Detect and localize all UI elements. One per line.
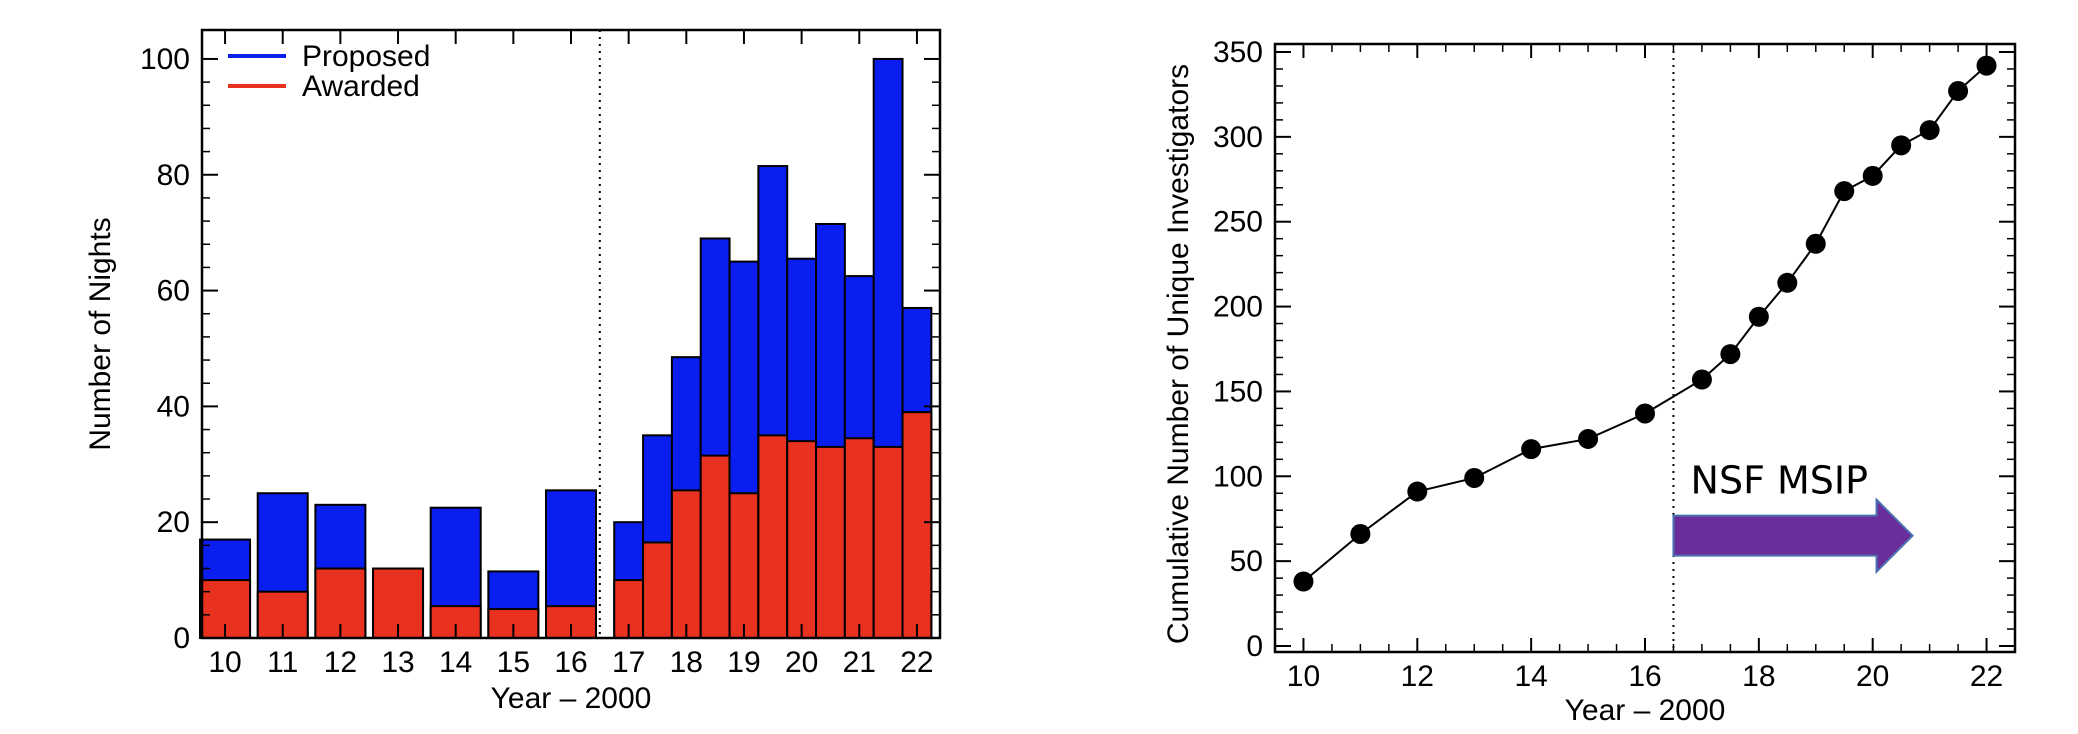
data-point xyxy=(1720,344,1741,365)
data-point xyxy=(1691,369,1712,390)
data-point xyxy=(1862,165,1883,186)
awarded-bar xyxy=(728,492,760,639)
legend-label-proposed: Proposed xyxy=(302,40,430,73)
y-axis-title: Cumulative Number of Unique Investigator… xyxy=(1162,64,1195,644)
data-point xyxy=(1891,135,1912,156)
data-point xyxy=(1805,233,1826,254)
y-tick-label: 40 xyxy=(157,390,190,423)
data-point xyxy=(1948,81,1969,102)
y-tick-label: 150 xyxy=(1213,375,1263,408)
annotation-label: NSF MSIP xyxy=(1691,458,1869,502)
awarded-bar xyxy=(699,454,731,639)
y-tick-label: 60 xyxy=(157,275,190,308)
y-tick-label: 100 xyxy=(1213,460,1263,493)
awarded-bar xyxy=(670,489,702,640)
y-tick-label: 350 xyxy=(1213,36,1263,69)
data-point xyxy=(1834,181,1855,202)
plot-frame xyxy=(1273,42,2017,654)
y-tick-label: 0 xyxy=(173,622,190,655)
data-point xyxy=(1293,571,1314,592)
data-point xyxy=(1748,306,1769,327)
y-tick-label: 250 xyxy=(1213,206,1263,239)
x-tick-label: 12 xyxy=(324,646,357,679)
x-tick-label: 18 xyxy=(1742,660,1775,693)
x-tick-label: 11 xyxy=(267,646,298,679)
x-tick-label: 18 xyxy=(670,646,703,679)
y-tick-label: 100 xyxy=(140,43,190,76)
series-line xyxy=(1302,64,1988,583)
y-tick-label: 0 xyxy=(1246,630,1263,663)
x-tick-label: 15 xyxy=(497,646,530,679)
x-tick-label: 17 xyxy=(612,646,645,679)
data-point xyxy=(1350,523,1371,544)
x-axis-title: Year – 2000 xyxy=(491,682,652,715)
y-axis-title: Number of Nights xyxy=(84,217,117,450)
data-point xyxy=(1919,120,1940,141)
x-tick-label: 20 xyxy=(1856,660,1889,693)
data-point xyxy=(1976,55,1997,76)
x-tick-label: 10 xyxy=(208,646,241,679)
legend-label-awarded: Awarded xyxy=(302,70,420,103)
awarded-bar xyxy=(757,434,789,640)
nights-bar-chart: 0 20 40 60 80 100 10 11 12 13 14 15 16 17 18 19 20 21 22 Ye… xyxy=(84,28,942,715)
x-tick-label: 21 xyxy=(843,646,876,679)
awarded-bar xyxy=(872,445,904,639)
investigators-line-chart: 0 50 100 150 200 250 300 350 10 12 14 16 18 20 22 Year … xyxy=(1162,36,2017,727)
x-tick-label: 13 xyxy=(381,646,414,679)
x-axis-title: Year – 2000 xyxy=(1565,694,1726,727)
data-point xyxy=(1464,467,1485,488)
awarded-bar xyxy=(642,541,673,640)
x-tick-label: 14 xyxy=(1514,660,1547,693)
awarded-bar xyxy=(901,411,933,639)
data-point xyxy=(1521,439,1542,460)
x-tick-label: 22 xyxy=(1970,660,2003,693)
msip-arrow xyxy=(1672,497,1914,575)
data-point xyxy=(1777,272,1798,293)
x-tick-label: 10 xyxy=(1287,660,1320,693)
x-tick-label: 20 xyxy=(785,646,818,679)
y-tick-label: 200 xyxy=(1213,291,1263,324)
y-tick-label: 50 xyxy=(1230,545,1263,578)
y-tick-label: 300 xyxy=(1213,121,1263,154)
awarded-bar xyxy=(786,440,818,639)
data-point xyxy=(1407,481,1428,502)
x-tick-label: 16 xyxy=(554,646,587,679)
x-tick-label: 12 xyxy=(1401,660,1434,693)
x-tick-label: 16 xyxy=(1628,660,1661,693)
x-tick-label: 14 xyxy=(439,646,472,679)
y-tick-label: 20 xyxy=(157,506,190,539)
x-tick-label: 22 xyxy=(900,646,933,679)
awarded-bar xyxy=(843,437,875,639)
data-point xyxy=(1635,403,1655,424)
y-tick-label: 80 xyxy=(157,159,190,192)
x-tick-label: 19 xyxy=(727,646,760,679)
awarded-bar xyxy=(815,445,846,639)
data-point xyxy=(1578,428,1599,449)
